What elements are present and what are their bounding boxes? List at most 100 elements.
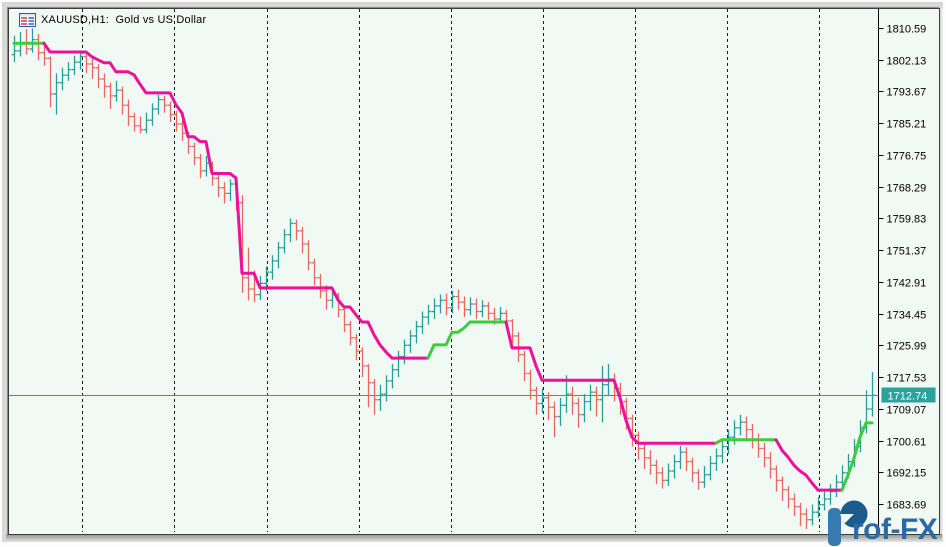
price-bar [167, 101, 174, 123]
price-bar [11, 35, 18, 63]
price-bar [713, 448, 720, 471]
price-bar [89, 58, 96, 79]
axis-label: 1734.45 [887, 310, 927, 322]
indicator-segment [774, 438, 844, 492]
price-bar [521, 350, 528, 381]
price-bar [461, 296, 468, 318]
price-bar [869, 371, 876, 417]
price-bar [809, 504, 816, 526]
price-bar [743, 416, 750, 440]
price-bar [341, 305, 348, 333]
price-bar [191, 142, 198, 166]
chart-plot-area[interactable]: 1810.59 1802.13 1793.67 1785.21 1776.75 1768.… [9, 9, 937, 532]
price-bar [551, 401, 558, 438]
price-bar [683, 447, 690, 471]
price-bar [239, 195, 246, 293]
price-bar [761, 442, 768, 468]
price-bar [407, 330, 414, 353]
axis-label: 1692.15 [887, 468, 927, 480]
current-price-text: 1712.74 [888, 391, 928, 403]
price-bar [575, 397, 582, 428]
axis-label: 1742.91 [887, 278, 927, 290]
axis-label: 1793.67 [887, 87, 927, 99]
price-axis[interactable]: 1810.59 1802.13 1793.67 1785.21 1776.75 1768.… [878, 9, 927, 532]
price-bar [311, 259, 318, 286]
price-bar [707, 455, 714, 481]
price-bar [593, 386, 600, 417]
price-bar [137, 116, 144, 134]
price-bar [293, 219, 300, 241]
indicator-segment [840, 421, 874, 492]
price-bar [287, 218, 294, 243]
price-bar [509, 319, 516, 344]
price-bar [383, 375, 390, 402]
price-bar [581, 394, 588, 423]
price-bar [35, 33, 42, 61]
price-bar [83, 54, 90, 74]
price-bar [653, 459, 660, 485]
price-bar [71, 55, 78, 76]
price-bar [725, 429, 732, 455]
price-bar [107, 82, 114, 109]
current-price-tag: 1712.74 [881, 387, 936, 403]
price-bar [797, 502, 804, 527]
price-bar [557, 397, 564, 426]
axis-label: 1776.75 [887, 151, 927, 163]
indicator-segment [426, 320, 508, 360]
price-bar [347, 320, 354, 346]
price-bar [545, 392, 552, 421]
axis-label: 1785.21 [887, 119, 927, 131]
price-bar [227, 179, 234, 201]
price-bar [377, 384, 384, 411]
price-bar [101, 73, 108, 98]
price-bar [53, 73, 60, 115]
price-bar [305, 240, 312, 271]
price-bar [125, 99, 132, 126]
price-bar [401, 339, 408, 365]
price-bar [773, 465, 780, 492]
price-bar [467, 297, 474, 316]
price-bar [131, 112, 138, 132]
price-bar [569, 386, 576, 415]
price-bar [317, 274, 324, 299]
price-bar [371, 379, 378, 415]
price-bar [665, 463, 672, 486]
price-bar [155, 94, 162, 115]
plot-background [9, 9, 937, 532]
indicator-segment [504, 320, 718, 445]
price-bar [497, 307, 504, 323]
price-bar [119, 86, 126, 115]
price-bar [299, 227, 306, 254]
price-bar [425, 304, 432, 325]
price-bar [719, 439, 726, 464]
window-right-edge [938, 8, 943, 534]
price-bar [737, 414, 744, 436]
price-bar [527, 369, 534, 400]
price-bar [449, 290, 456, 314]
price-bar [431, 298, 438, 320]
price-bar [473, 298, 480, 320]
price-bar [533, 386, 540, 415]
axis-label: 1768.29 [887, 183, 927, 195]
price-bar [161, 95, 168, 113]
price-bar [587, 384, 594, 411]
window-bottom-edge [6, 534, 942, 542]
price-bar [179, 120, 186, 141]
axis-label: 1725.99 [887, 341, 927, 353]
price-bar [695, 469, 702, 490]
price-bar [275, 242, 282, 269]
axis-label: 1751.37 [887, 246, 927, 258]
price-bar [113, 80, 120, 102]
axis-label: 1810.59 [887, 24, 927, 36]
axis-label: 1709.07 [887, 405, 927, 417]
price-bar [359, 347, 366, 378]
price-bar [29, 28, 36, 53]
price-bar [785, 485, 792, 509]
price-bar [437, 294, 444, 314]
price-bar [215, 174, 222, 198]
price-bar [629, 414, 636, 447]
indicator-trail [12, 41, 874, 492]
price-bar [479, 300, 486, 318]
price-bar [659, 467, 666, 489]
